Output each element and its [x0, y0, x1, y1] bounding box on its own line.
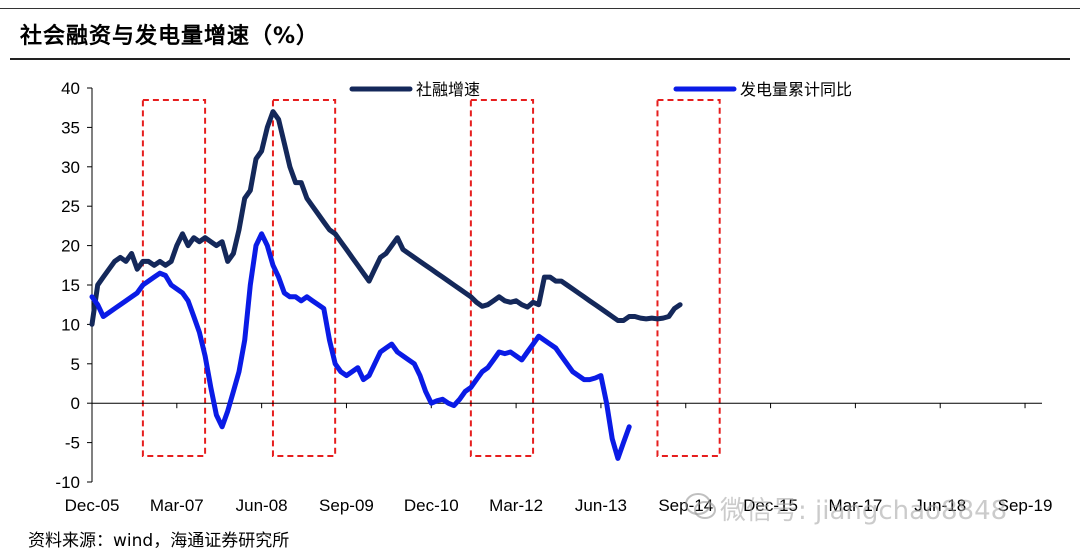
- top-rule: [0, 8, 1080, 9]
- x-tick-label: Dec-10: [404, 496, 459, 515]
- y-tick-label: 30: [61, 158, 80, 177]
- watermark-text: 微信号: jiangchao8848: [720, 496, 1008, 526]
- x-tick-label: Jun-13: [575, 496, 627, 515]
- x-tick-label: Sep-19: [998, 496, 1053, 515]
- x-tick-label: Jun-18: [914, 496, 966, 515]
- y-tick-label: 0: [71, 394, 80, 413]
- highlight-box: [656, 99, 721, 457]
- highlight-box: [271, 99, 337, 457]
- x-tick-label: Mar-17: [828, 496, 882, 515]
- source-note: 资料来源：wind，海通证券研究所: [28, 531, 290, 551]
- y-tick-label: 25: [61, 197, 80, 216]
- x-tick-label: Sep-09: [319, 496, 374, 515]
- wechat-icon: [685, 493, 716, 519]
- x-tick-label: Mar-07: [150, 496, 204, 515]
- x-tick-label: Mar-12: [489, 496, 543, 515]
- x-tick-label: Dec-05: [65, 496, 120, 515]
- x-tick-label: Jun-08: [236, 496, 288, 515]
- highlight-box: [469, 99, 535, 457]
- highlight-box: [141, 99, 207, 457]
- highlight-boxes: [141, 99, 721, 457]
- legend: 社融增速 发电量累计同比: [349, 81, 852, 99]
- y-tick-label: 35: [61, 118, 80, 137]
- series-lines: [89, 109, 683, 461]
- x-tick-label: Dec-15: [743, 496, 798, 515]
- chart-title: 社会融资与发电量增速（%）: [20, 24, 320, 49]
- title-underline: [10, 58, 1070, 60]
- y-tick-label: 15: [61, 276, 80, 295]
- y-tick-label: 20: [61, 237, 80, 256]
- y-tick-label: 40: [61, 79, 80, 98]
- y-tick-label: 10: [61, 315, 80, 334]
- y-tick-label: -5: [65, 434, 80, 453]
- series-line-power-generation: [89, 231, 632, 461]
- y-tick-label: -10: [55, 473, 80, 492]
- axes: -10 -5 0 5 10 15 20 25 30 35 40 Dec-05 Mar-07 Jun-08 S…: [55, 79, 1052, 515]
- legend-label: 社融增速: [416, 81, 480, 99]
- series-line-social-financing: [89, 109, 683, 327]
- y-tick-label: 5: [71, 355, 80, 374]
- legend-label: 发电量累计同比: [740, 81, 852, 99]
